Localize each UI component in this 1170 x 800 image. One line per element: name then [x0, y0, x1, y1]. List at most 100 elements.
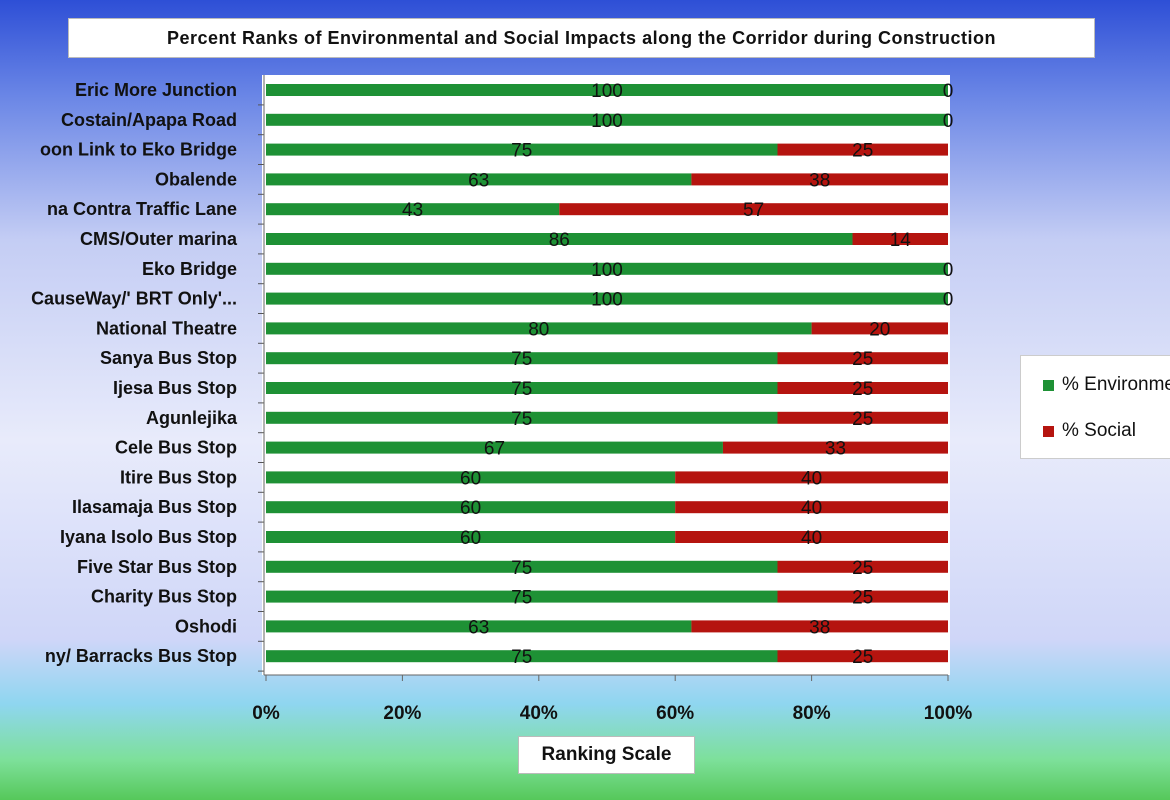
data-label-environmental-5: 86 — [549, 230, 570, 251]
chart-title-box: Percent Ranks of Environmental and Socia… — [68, 18, 1095, 58]
bar-environmental-13 — [266, 471, 676, 484]
data-label-environmental-11: 75 — [511, 409, 532, 430]
legend: % Environmental % Social — [1020, 355, 1170, 459]
axis-group: 0% 20% 40% 60% 80% 100% — [252, 75, 972, 724]
data-label-social-19: 25 — [852, 647, 873, 668]
legend-swatch-environmental — [1043, 379, 1054, 391]
bars-group — [266, 84, 948, 663]
bar-environmental-15 — [266, 531, 676, 543]
bar-social-17 — [777, 590, 948, 603]
category-label-8: National Theatre — [96, 318, 237, 338]
legend-label-social: % Social — [1062, 420, 1136, 441]
x-tick-label-2: 40% — [520, 703, 558, 724]
legend-item-social: % Social — [1043, 420, 1136, 442]
bar-social-10 — [777, 382, 948, 394]
data-label-social-9: 25 — [852, 349, 873, 370]
data-label-environmental-18: 63 — [468, 617, 489, 638]
bar-social-12 — [722, 441, 948, 454]
legend-item-environmental: % Environmental — [1043, 374, 1170, 396]
category-label-14: Ilasamaja Bus Stop — [72, 497, 237, 517]
bar-social-9 — [777, 352, 948, 365]
category-label-18: Oshodi — [175, 616, 237, 636]
bar-social-16 — [777, 560, 948, 573]
x-tick-label-0: 0% — [252, 703, 280, 724]
bar-social-8 — [811, 322, 948, 335]
bar-social-11 — [777, 411, 948, 424]
data-label-social-0: 0 — [943, 81, 954, 102]
bar-environmental-14 — [266, 501, 676, 514]
data-label-environmental-15: 60 — [460, 528, 481, 549]
category-label-17: Charity Bus Stop — [91, 587, 237, 607]
legend-label-environmental: % Environmental — [1062, 374, 1170, 395]
data-label-social-12: 33 — [825, 439, 846, 460]
data-label-social-3: 38 — [809, 170, 830, 191]
bar-environmental-2 — [266, 143, 778, 156]
data-label-environmental-16: 75 — [511, 558, 532, 579]
data-label-social-17: 25 — [852, 588, 873, 609]
bar-social-3 — [691, 173, 948, 186]
bar-social-18 — [691, 620, 948, 633]
bar-social-15 — [675, 531, 948, 543]
bar-environmental-18 — [266, 620, 692, 633]
category-label-3: Obalende — [155, 169, 237, 189]
data-label-environmental-12: 67 — [484, 439, 505, 460]
data-label-environmental-13: 60 — [460, 468, 481, 489]
category-label-13: Itire Bus Stop — [120, 467, 237, 487]
data-labels-group: 100 0 100 0 75 25 63 38 43 57 86 14 100 0 100 0 80 20 75 25… — [402, 81, 953, 668]
category-label-16: Five Star Bus Stop — [77, 557, 237, 577]
data-label-environmental-19: 75 — [511, 647, 532, 668]
bar-environmental-10 — [266, 382, 778, 394]
bar-social-14 — [675, 501, 948, 514]
category-label-7: CauseWay/' BRT Only'... — [31, 289, 237, 309]
bar-environmental-4 — [266, 203, 560, 216]
data-label-environmental-7: 100 — [591, 290, 623, 311]
bar-environmental-8 — [266, 322, 812, 335]
bar-environmental-5 — [266, 233, 853, 245]
data-label-environmental-17: 75 — [511, 588, 532, 609]
category-label-5: CMS/Outer marina — [80, 229, 238, 249]
bar-environmental-7 — [266, 292, 948, 305]
bar-social-19 — [777, 650, 948, 663]
bar-environmental-16 — [266, 560, 778, 573]
category-labels-group: Eric More Junction Costain/Apapa Road oon … — [31, 80, 238, 666]
data-label-social-8: 20 — [869, 319, 890, 340]
bar-environmental-17 — [266, 590, 778, 603]
data-label-environmental-9: 75 — [511, 349, 532, 370]
category-label-2: oon Link to Eko Bridge — [40, 140, 237, 160]
bar-environmental-19 — [266, 650, 778, 663]
bar-social-2 — [777, 143, 948, 156]
data-label-environmental-6: 100 — [591, 260, 623, 281]
bar-environmental-9 — [266, 352, 778, 365]
bar-environmental-12 — [266, 441, 723, 454]
x-tick-label-5: 100% — [924, 703, 973, 724]
data-label-social-2: 25 — [852, 141, 873, 162]
bar-environmental-0 — [266, 84, 948, 96]
legend-swatch-social — [1043, 425, 1054, 437]
x-tick-label-1: 20% — [383, 703, 421, 724]
chart-title: Percent Ranks of Environmental and Socia… — [166, 27, 997, 48]
x-axis-label-box: Ranking Scale — [518, 736, 695, 774]
category-label-12: Cele Bus Stop — [115, 438, 237, 458]
data-label-environmental-14: 60 — [460, 498, 481, 519]
category-label-4: na Contra Traffic Lane — [47, 199, 237, 219]
data-label-social-7: 0 — [943, 290, 954, 311]
bar-environmental-1 — [266, 113, 948, 126]
category-label-9: Sanya Bus Stop — [100, 348, 237, 368]
data-label-social-5: 14 — [890, 230, 912, 251]
data-label-social-14: 40 — [801, 498, 822, 519]
bar-social-4 — [559, 203, 948, 216]
bar-environmental-11 — [266, 411, 778, 424]
data-label-environmental-2: 75 — [511, 141, 532, 162]
data-label-social-18: 38 — [809, 617, 830, 638]
data-label-social-15: 40 — [801, 528, 822, 549]
category-label-1: Costain/Apapa Road — [61, 110, 237, 130]
category-label-19: ny/ Barracks Bus Stop — [45, 646, 237, 666]
data-label-social-6: 0 — [943, 260, 954, 281]
bar-social-13 — [675, 471, 948, 484]
data-label-environmental-1: 100 — [591, 111, 623, 132]
x-tick-label-4: 80% — [793, 703, 831, 724]
data-label-social-10: 25 — [852, 379, 873, 400]
data-label-environmental-10: 75 — [511, 379, 532, 400]
data-label-social-4: 57 — [743, 200, 764, 221]
